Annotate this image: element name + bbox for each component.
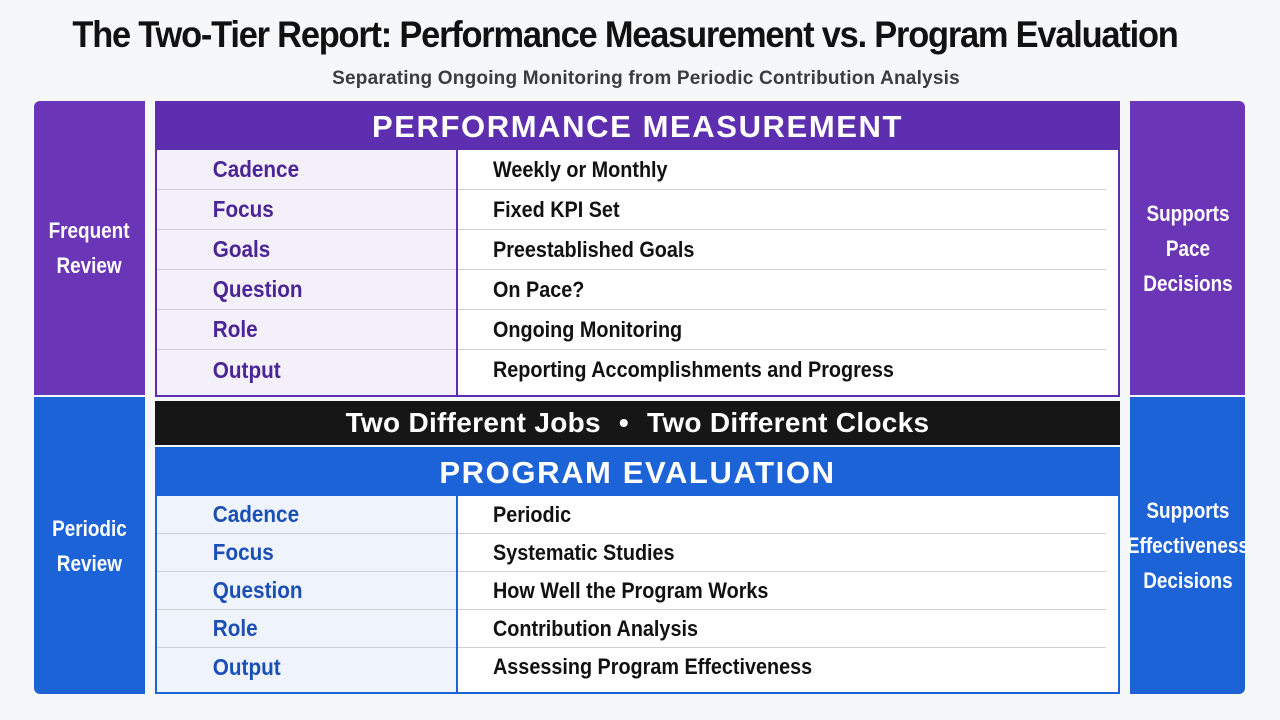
row-label: Output (212, 356, 281, 383)
table-row: Cadence Periodic (157, 496, 1106, 534)
row-value: Systematic Studies (493, 539, 675, 565)
performance-measurement-heading: PERFORMANCE MEASUREMENT (157, 103, 1118, 150)
program-evaluation-panel: PROGRAM EVALUATION Cadence Periodic Focus… (155, 447, 1120, 694)
column-divider (456, 150, 458, 395)
banner-right-text: Two Different Clocks (647, 407, 930, 438)
performance-measurement-table: Cadence Weekly or Monthly Focus Fixed KPI … (157, 150, 1118, 395)
periodic-review-text: Periodic Review (52, 515, 127, 576)
row-label: Role (212, 615, 258, 641)
periodic-review-label: Periodic Review (34, 397, 145, 694)
table-row: Focus Fixed KPI Set (157, 190, 1106, 230)
row-value: Ongoing Monitoring (493, 316, 683, 342)
banner-bullet: • (618, 407, 630, 438)
row-label: Goals (212, 236, 271, 262)
row-label: Focus (212, 539, 274, 565)
two-jobs-banner: Two Different Jobs • Two Different Clock… (155, 401, 1120, 445)
page-subtitle: Separating Ongoing Monitoring from Perio… (332, 68, 960, 89)
program-evaluation-heading: PROGRAM EVALUATION (157, 449, 1118, 496)
supports-pace-label: Supports Pace Decisions (1130, 101, 1245, 395)
row-value: Preestablished Goals (493, 236, 695, 262)
row-label: Question (212, 577, 303, 603)
table-row: Role Ongoing Monitoring (157, 310, 1106, 350)
row-label: Cadence (212, 156, 300, 182)
frequent-review-label: Frequent Review (34, 101, 145, 395)
column-divider (456, 496, 458, 692)
page-title: The Two-Tier Report: Performance Measure… (72, 14, 1178, 55)
row-value: Fixed KPI Set (493, 196, 620, 222)
supports-effectiveness-text: Supports Effectiveness Decisions (1126, 498, 1249, 593)
row-value: Contribution Analysis (493, 615, 698, 641)
table-row: Cadence Weekly or Monthly (157, 150, 1106, 190)
table-row: Question On Pace? (157, 270, 1106, 310)
table-row: Output Reporting Accomplishments and Prog… (157, 350, 1106, 390)
supports-effectiveness-label: Supports Effectiveness Decisions (1127, 397, 1249, 694)
table-row: Output Assessing Program Effectiveness (157, 648, 1106, 686)
table-row: Focus Systematic Studies (157, 534, 1106, 572)
row-value: Assessing Program Effectiveness (493, 654, 813, 679)
row-value: Weekly or Monthly (493, 156, 668, 182)
row-value: Periodic (493, 501, 572, 527)
performance-measurement-panel: PERFORMANCE MEASUREMENT Cadence Weekly or… (155, 101, 1120, 397)
row-value: Reporting Accomplishments and Progress (493, 357, 894, 382)
frequent-review-text: Frequent Review (49, 218, 130, 278)
row-label: Cadence (212, 501, 300, 527)
row-value: How Well the Program Works (493, 577, 769, 603)
row-label: Role (212, 316, 258, 342)
row-label: Question (212, 276, 303, 302)
program-evaluation-table: Cadence Periodic Focus Systematic Studies … (157, 496, 1118, 692)
banner-left-text: Two Different Jobs (345, 407, 601, 438)
table-row: Goals Preestablished Goals (157, 230, 1106, 270)
row-value: On Pace? (493, 276, 585, 302)
table-row: Role Contribution Analysis (157, 610, 1106, 648)
supports-pace-text: Supports Pace Decisions (1142, 200, 1233, 296)
row-label: Focus (212, 196, 274, 222)
row-label: Output (212, 653, 281, 680)
table-row: Question How Well the Program Works (157, 572, 1106, 610)
